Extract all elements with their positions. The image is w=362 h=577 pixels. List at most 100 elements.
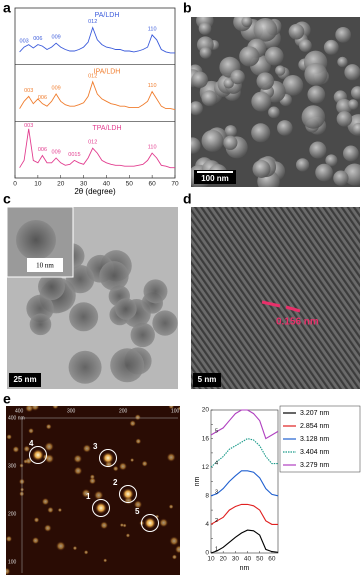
speck — [19, 491, 25, 497]
x-tick-label: 60 — [268, 556, 276, 563]
marker-label: 5 — [135, 507, 140, 516]
afm-tick-label: 200 — [119, 408, 128, 414]
grain — [277, 120, 293, 136]
grain — [336, 111, 353, 127]
speck — [52, 406, 59, 410]
speck — [72, 545, 78, 551]
y-tick-label: 16 — [202, 435, 210, 442]
speck — [33, 517, 40, 523]
series-label: TPA/LDH — [92, 125, 121, 132]
grain — [191, 71, 209, 89]
speck — [28, 427, 35, 434]
marker-label: 3 — [93, 442, 98, 451]
xrd-line — [19, 26, 175, 54]
grain — [352, 122, 360, 136]
scale-box — [27, 258, 63, 272]
speck — [118, 462, 128, 471]
x-tick-label: 0 — [13, 181, 17, 188]
speck — [73, 466, 83, 476]
speck — [171, 554, 178, 560]
scale-box — [193, 373, 221, 387]
particle — [110, 348, 145, 383]
marker-ring — [99, 449, 117, 467]
x-tick-label: 70 — [171, 181, 179, 188]
speck — [47, 506, 54, 514]
peak-label: 003 — [24, 88, 33, 94]
x-tick-label: 40 — [103, 181, 111, 188]
y-tick-label: 12 — [202, 464, 210, 471]
scale-box — [194, 170, 236, 184]
grain — [298, 39, 312, 53]
marker-ring — [29, 446, 47, 464]
particle — [69, 302, 99, 332]
peak-label: 006 — [38, 147, 47, 153]
afm-tick-label: 300 — [8, 463, 17, 469]
grain — [301, 105, 326, 129]
particle — [152, 310, 178, 336]
marker-label: 1 — [86, 492, 91, 501]
grain — [333, 170, 349, 186]
grain — [251, 91, 272, 112]
sem-texture — [191, 17, 360, 187]
grain — [198, 22, 212, 35]
speck — [43, 524, 52, 532]
grain — [304, 62, 328, 86]
grain — [223, 135, 238, 150]
marker-label: 2 — [113, 478, 118, 487]
grain — [309, 141, 327, 159]
grain — [347, 99, 359, 110]
panel-label: b — [183, 0, 192, 16]
hrtem-image — [191, 207, 360, 389]
speck — [166, 452, 176, 462]
peak-label: 009 — [52, 85, 61, 91]
particle — [143, 279, 168, 304]
speck — [55, 541, 66, 552]
speck — [31, 536, 40, 545]
speck — [6, 567, 11, 575]
particle — [68, 350, 102, 384]
x-tick-label: 30 — [80, 181, 88, 188]
particle — [38, 273, 65, 301]
marker-label: 4 — [29, 439, 34, 448]
y-axis-label: nm — [194, 476, 201, 486]
peak-label: 009 — [52, 35, 61, 41]
arrow — [261, 300, 281, 308]
speck — [25, 406, 34, 413]
particle — [26, 294, 54, 323]
speck — [19, 463, 24, 468]
speck — [41, 497, 50, 506]
speck — [103, 558, 108, 563]
grain — [268, 106, 280, 119]
speck — [134, 414, 141, 421]
panel-label: e — [3, 391, 11, 407]
grain — [337, 56, 348, 68]
peak-label: 006 — [33, 36, 42, 42]
x-tick-label: 50 — [126, 181, 134, 188]
peak-label: 110 — [148, 83, 157, 89]
profile-line — [210, 470, 279, 497]
peak-label: 003 — [20, 39, 29, 45]
grain — [295, 158, 310, 172]
series-label: PA/LDH — [95, 12, 120, 19]
particle — [115, 298, 137, 320]
speck — [6, 535, 13, 543]
peak-label: 009 — [52, 149, 61, 155]
grain — [335, 26, 351, 43]
xrd-line — [19, 128, 175, 169]
profile-line — [210, 529, 279, 554]
scale-label: 5 nm — [198, 375, 217, 384]
grain — [264, 46, 284, 66]
speck — [44, 441, 55, 452]
xrd-line — [19, 80, 176, 111]
x-tick-label: 10 — [207, 556, 215, 563]
grain — [344, 64, 360, 81]
x-tick-label: 20 — [57, 181, 65, 188]
x-tick-label: 10 — [34, 181, 42, 188]
afm-texture — [6, 406, 180, 575]
peak-label: 012 — [88, 19, 97, 25]
speck — [125, 533, 131, 538]
legend-label: 3.279 nm — [300, 462, 329, 469]
afm-image — [6, 406, 180, 575]
